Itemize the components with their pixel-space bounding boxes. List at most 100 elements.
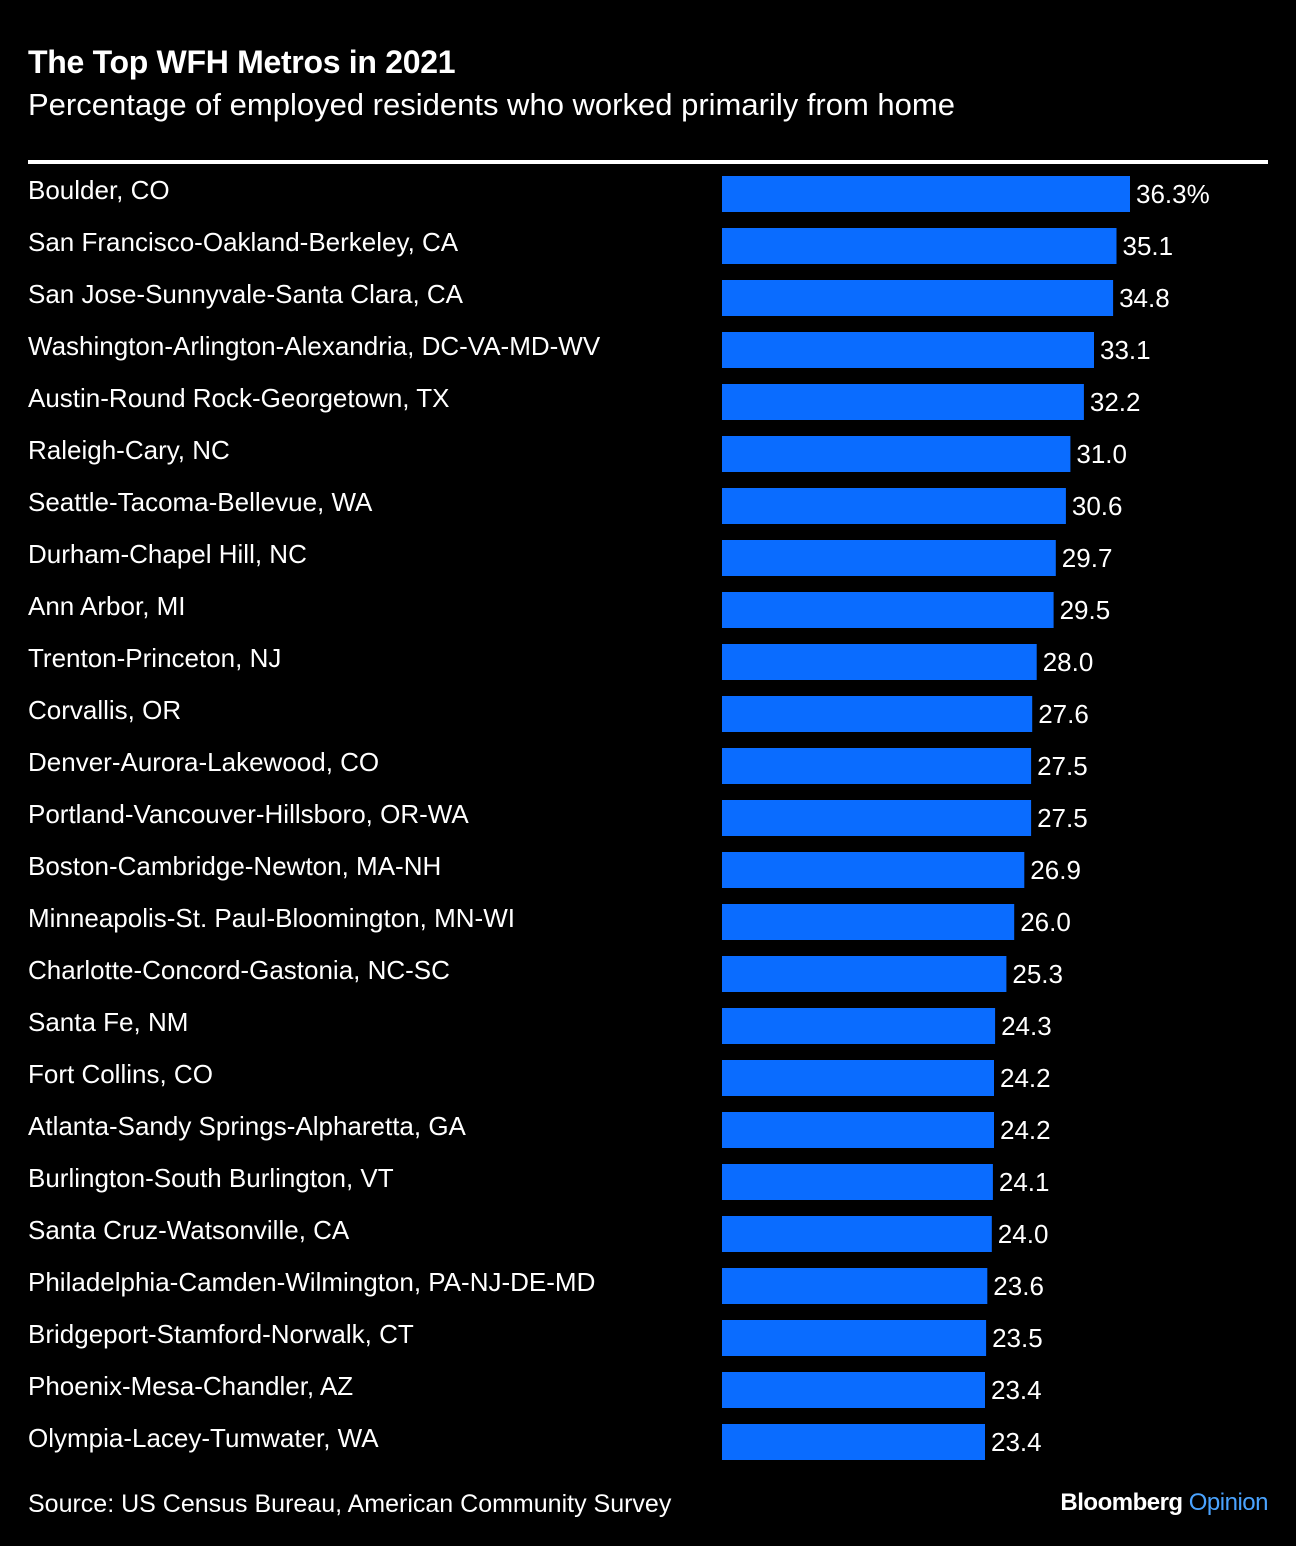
source-note: Source: US Census Bureau, American Commu… xyxy=(28,1490,672,1518)
bar-row: Minneapolis-St. Paul-Bloomington, MN-WI 2… xyxy=(28,903,1071,940)
bar xyxy=(722,644,1037,680)
value-label: 23.4 xyxy=(991,1427,1042,1457)
category-label: Atlanta-Sandy Springs-Alpharetta, GA xyxy=(28,1111,467,1141)
value-label: 24.0 xyxy=(998,1219,1049,1249)
category-label: Santa Fe, NM xyxy=(28,1007,188,1037)
category-label: Burlington-South Burlington, VT xyxy=(28,1163,394,1193)
value-label: 32.2 xyxy=(1090,387,1141,417)
category-label: Minneapolis-St. Paul-Bloomington, MN-WI xyxy=(28,903,515,933)
bar-row: Boston-Cambridge-Newton, MA-NH 26.9 xyxy=(28,851,1081,888)
bar xyxy=(722,280,1114,316)
bar xyxy=(722,800,1032,836)
category-label: Boston-Cambridge-Newton, MA-NH xyxy=(28,851,441,881)
bar xyxy=(722,1008,996,1044)
category-label: Phoenix-Mesa-Chandler, AZ xyxy=(28,1371,353,1401)
bar-row: Corvallis, OR 27.6 xyxy=(28,695,1089,732)
category-label: Austin-Round Rock-Georgetown, TX xyxy=(28,383,450,413)
brand-logo: Bloomberg Opinion xyxy=(1060,1486,1268,1520)
bar-row: Denver-Aurora-Lakewood, CO 27.5 xyxy=(28,747,1088,784)
bar xyxy=(722,332,1094,368)
category-label: Bridgeport-Stamford-Norwalk, CT xyxy=(28,1319,414,1349)
category-label: Durham-Chapel Hill, NC xyxy=(28,539,307,569)
bar-row: Philadelphia-Camden-Wilmington, PA-NJ-DE… xyxy=(28,1267,1044,1304)
chart-subtitle: Percentage of employed residents who wor… xyxy=(28,87,955,122)
bar-row: Trenton-Princeton, NJ 28.0 xyxy=(28,643,1093,680)
category-label: Charlotte-Concord-Gastonia, NC-SC xyxy=(28,955,450,985)
category-label: Corvallis, OR xyxy=(28,695,181,725)
bar xyxy=(722,540,1056,576)
category-label: Raleigh-Cary, NC xyxy=(28,435,230,465)
value-label: 27.5 xyxy=(1037,751,1088,781)
value-label: 27.5 xyxy=(1037,803,1088,833)
category-label: Denver-Aurora-Lakewood, CO xyxy=(28,747,379,777)
bar-row: Burlington-South Burlington, VT 24.1 xyxy=(28,1163,1050,1200)
bar-row: San Francisco-Oakland-Berkeley, CA 35.1 xyxy=(28,227,1173,264)
bar xyxy=(722,1268,988,1304)
category-label: Santa Cruz-Watsonville, CA xyxy=(28,1215,350,1245)
value-label: 23.4 xyxy=(991,1375,1042,1405)
bar xyxy=(722,488,1066,524)
value-label: 34.8 xyxy=(1119,283,1170,313)
bar xyxy=(722,436,1071,472)
bar-row: Santa Fe, NM 24.3 xyxy=(28,1007,1052,1044)
bar-row: Boulder, CO 36.3% xyxy=(28,175,1210,212)
bar-row: Seattle-Tacoma-Bellevue, WA 30.6 xyxy=(28,487,1123,524)
value-label: 26.9 xyxy=(1030,855,1081,885)
bar-row: Durham-Chapel Hill, NC 29.7 xyxy=(28,539,1112,576)
value-label: 24.1 xyxy=(999,1167,1050,1197)
bar-row: Atlanta-Sandy Springs-Alpharetta, GA 24.2 xyxy=(28,1111,1051,1148)
brand-suffix: Opinion xyxy=(1188,1489,1269,1516)
category-label: Ann Arbor, MI xyxy=(28,591,186,621)
value-label: 24.2 xyxy=(1000,1115,1051,1145)
value-label: 24.2 xyxy=(1000,1063,1051,1093)
bar xyxy=(722,1372,985,1408)
bar xyxy=(722,1060,994,1096)
value-label: 33.1 xyxy=(1100,335,1151,365)
bar xyxy=(722,1216,992,1252)
value-label: 31.0 xyxy=(1076,439,1127,469)
value-label: 30.6 xyxy=(1072,491,1123,521)
value-label: 28.0 xyxy=(1043,647,1094,677)
chart-title: The Top WFH Metros in 2021 xyxy=(28,44,456,80)
bar xyxy=(722,1424,985,1460)
category-label: Trenton-Princeton, NJ xyxy=(28,643,281,673)
bar xyxy=(722,696,1033,732)
bar-row: Bridgeport-Stamford-Norwalk, CT 23.5 xyxy=(28,1319,1043,1356)
bar xyxy=(722,1164,993,1200)
bar xyxy=(722,228,1117,264)
category-label: Portland-Vancouver-Hillsboro, OR-WA xyxy=(28,799,469,829)
bar-row: Raleigh-Cary, NC 31.0 xyxy=(28,435,1127,472)
value-label: 36.3% xyxy=(1136,179,1210,209)
bar-row: Austin-Round Rock-Georgetown, TX 32.2 xyxy=(28,383,1141,420)
value-label: 25.3 xyxy=(1012,959,1063,989)
bar-row: Fort Collins, CO 24.2 xyxy=(28,1059,1051,1096)
bar-row: Phoenix-Mesa-Chandler, AZ 23.4 xyxy=(28,1371,1042,1408)
bar-row: San Jose-Sunnyvale-Santa Clara, CA 34.8 xyxy=(28,279,1170,316)
category-label: Boulder, CO xyxy=(28,175,170,205)
value-label: 26.0 xyxy=(1020,907,1071,937)
value-label: 23.6 xyxy=(993,1271,1044,1301)
bar xyxy=(722,852,1025,888)
category-label: Washington-Arlington-Alexandria, DC-VA-M… xyxy=(28,331,601,361)
category-label: Fort Collins, CO xyxy=(28,1059,213,1089)
bar xyxy=(722,592,1054,628)
bar xyxy=(722,1112,994,1148)
bar-row: Charlotte-Concord-Gastonia, NC-SC 25.3 xyxy=(28,955,1063,992)
bar xyxy=(722,748,1032,784)
bar xyxy=(722,904,1015,940)
header-rule xyxy=(28,160,1268,164)
bar-row: Santa Cruz-Watsonville, CA 24.0 xyxy=(28,1215,1048,1252)
value-label: 27.6 xyxy=(1038,699,1089,729)
brand-name: Bloomberg xyxy=(1060,1489,1183,1516)
value-label: 29.5 xyxy=(1060,595,1111,625)
category-label: San Francisco-Oakland-Berkeley, CA xyxy=(28,227,459,257)
bar xyxy=(722,956,1007,992)
category-label: Seattle-Tacoma-Bellevue, WA xyxy=(28,487,373,517)
value-label: 24.3 xyxy=(1001,1011,1052,1041)
value-label: 23.5 xyxy=(992,1323,1043,1353)
value-label: 35.1 xyxy=(1123,231,1174,261)
category-label: San Jose-Sunnyvale-Santa Clara, CA xyxy=(28,279,464,309)
bar xyxy=(722,1320,987,1356)
bar xyxy=(722,176,1130,212)
